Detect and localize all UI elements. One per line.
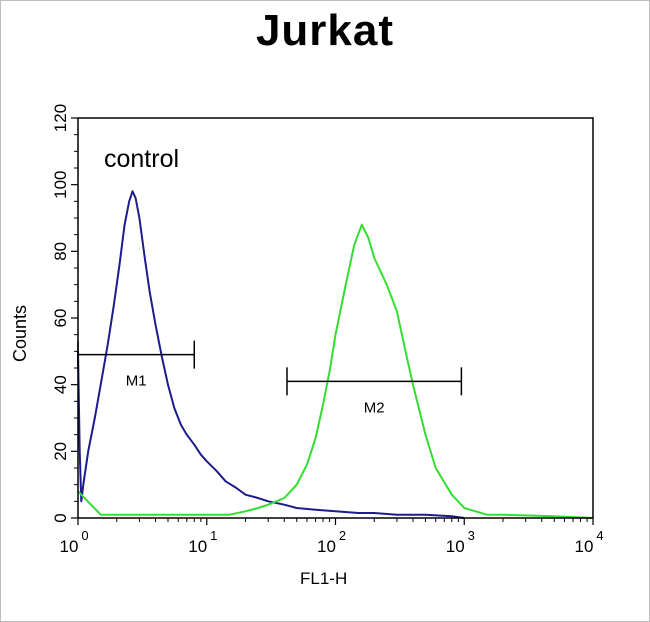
chart-title: Jurkat	[255, 6, 395, 55]
y-tick-label: 100	[51, 170, 70, 198]
marker-label: M1	[126, 373, 147, 390]
x-tick-exponent: 2	[339, 528, 346, 543]
y-axis-label: Counts	[10, 305, 30, 362]
marker-label: M2	[364, 399, 385, 416]
x-tick-label: 10	[575, 537, 594, 556]
y-tick-label: 80	[51, 242, 70, 261]
x-tick-exponent: 1	[210, 528, 217, 543]
y-tick-label: 120	[51, 104, 70, 132]
x-tick-label: 10	[446, 537, 465, 556]
y-tick-label: 60	[51, 309, 70, 328]
plot-area-border	[77, 117, 594, 519]
y-axis-ticks: 0 20 40 60 80 100 120	[51, 104, 78, 523]
control-annotation: control	[104, 145, 179, 173]
y-tick-label: 40	[51, 375, 70, 394]
y-tick-label: 0	[51, 513, 70, 522]
x-tick-exponent: 3	[468, 528, 475, 543]
series-layer	[77, 190, 594, 519]
x-tick-exponent: 0	[81, 528, 88, 543]
x-axis-label: FL1-H	[300, 569, 347, 588]
x-tick-label: 10	[317, 537, 336, 556]
histogram-series-1	[77, 190, 465, 519]
x-tick-exponent: 4	[596, 528, 603, 543]
marker-layer: M1 M2	[77, 340, 463, 416]
y-tick-label: 20	[51, 442, 70, 461]
x-tick-label: 10	[188, 537, 207, 556]
x-tick-label: 10	[60, 537, 79, 556]
histogram-series-2	[77, 223, 594, 519]
